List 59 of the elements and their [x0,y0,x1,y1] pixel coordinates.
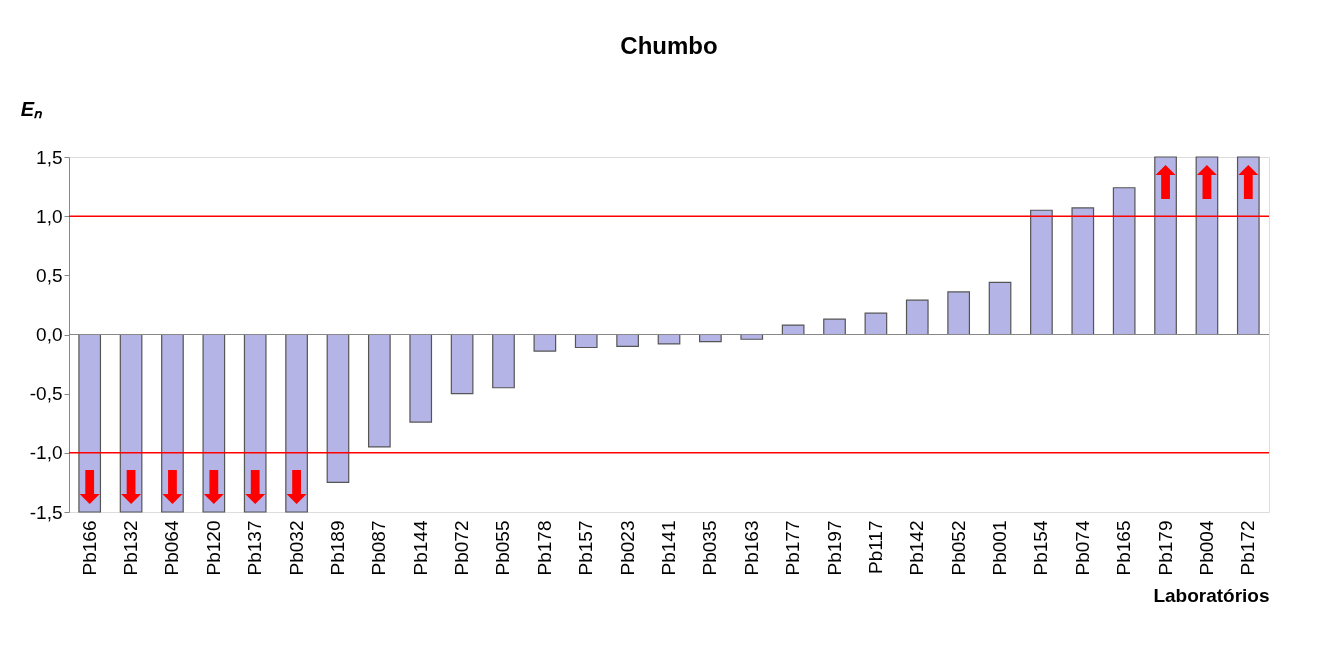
y-tick-label: 0,5 [36,264,63,286]
bar [409,333,433,423]
x-tick-label: Pb166 [78,520,100,576]
x-tick-label: Pb141 [658,520,679,576]
y-tick-label: -1,5 [29,501,63,523]
bar [988,281,1012,336]
bar [119,333,143,513]
x-tick-label: Pb087 [368,520,390,576]
x-tick-label: Pb189 [326,520,348,576]
bar [1030,209,1053,336]
bar [947,291,971,336]
x-tick-label: Pb117 [864,520,886,575]
bar [1071,207,1095,336]
bar [574,333,598,349]
y-tick-label: 1,0 [36,205,63,227]
x-tick-label: Pb055 [492,520,514,576]
x-tick-label: Pb197 [823,520,845,576]
y-tick-label: -1,0 [29,442,63,464]
bar [492,333,515,389]
bar [450,333,474,395]
x-tick-label: Pb001 [989,520,1011,576]
bar [1112,187,1136,336]
x-tick-label: Pb072 [451,520,473,576]
x-tick-label: Pb178 [533,520,555,576]
bar [533,333,557,352]
bar [905,299,929,336]
bar [781,324,805,336]
x-axis-title: Laboratórios [1153,585,1270,607]
x-tick-label: Pb052 [947,520,969,576]
x-tick-label: Pb157 [575,520,597,576]
x-tick-label: Pb035 [699,520,721,576]
x-tick-label: Pb172 [1237,520,1259,576]
bar [616,333,639,347]
bar [1195,156,1219,336]
bar [657,333,681,345]
x-tick-label: Pb144 [409,520,431,576]
bar [367,333,391,448]
y-tick-label: 0,0 [36,324,63,345]
bar [864,312,888,336]
y-axis-title: Eₙ [20,97,44,120]
x-tick-label: Pb163 [740,520,762,576]
x-tick-label: Pb120 [202,520,224,576]
y-tick-label: 1,5 [36,146,63,168]
bar [823,318,846,336]
x-tick-label: Pb032 [285,520,307,576]
x-tick-label: Pb132 [120,520,142,576]
x-tick-label: Pb165 [1113,520,1135,576]
x-tick-label: Pb064 [161,520,183,576]
bar [326,333,350,484]
x-tick-label: Pb154 [1030,520,1052,576]
x-tick-label: Pb023 [616,520,638,576]
x-tick-label: Pb074 [1071,520,1093,576]
y-tick-label: -0,5 [29,383,63,405]
x-tick-label: Pb142 [906,520,928,576]
chart-title: Chumbo [620,32,718,59]
x-tick-label: Pb177 [782,520,804,576]
x-tick-label: Pb179 [1154,520,1176,576]
x-tick-label: Pb137 [244,520,266,576]
x-tick-label: Pb004 [1195,520,1217,576]
